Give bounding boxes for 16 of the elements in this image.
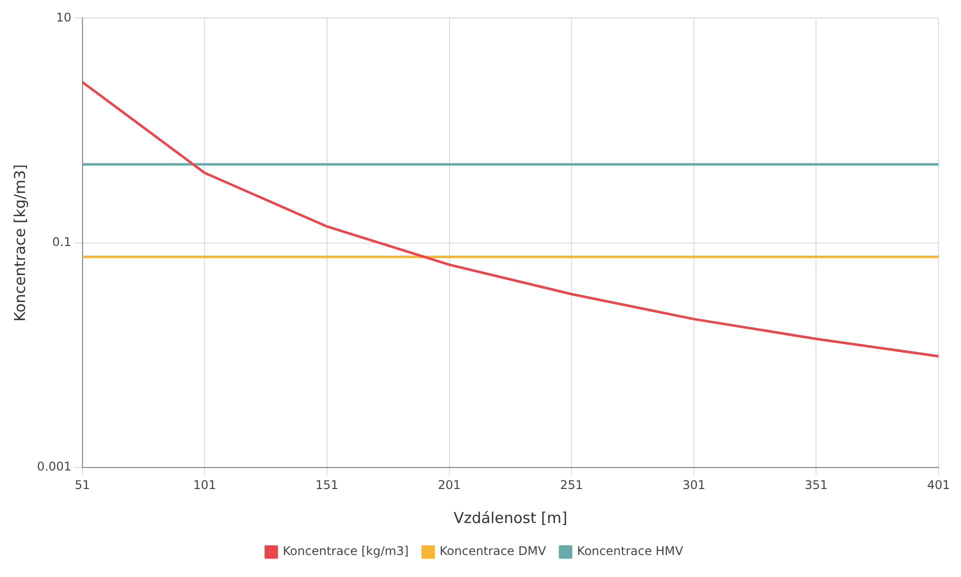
legend-label: Koncentrace [kg/m3]: [282, 544, 409, 558]
x-tick-label: 251: [560, 478, 584, 492]
y-tick-label: 0.001: [36, 460, 72, 474]
x-axis-title: Vzdálenost [m]: [454, 508, 568, 527]
y-tick-label: 0.1: [52, 235, 72, 250]
x-tick-label: 401: [927, 478, 950, 492]
y-axis-title: Koncentrace [kg/m3]: [10, 164, 29, 322]
x-tick-label: 151: [316, 478, 338, 492]
x-tick-label: 301: [682, 478, 706, 492]
x-tick-label: 351: [804, 478, 828, 492]
x-tick-label: 101: [193, 478, 216, 492]
legend-label: Koncentrace DMV: [440, 544, 547, 558]
x-tick-label: 201: [438, 478, 461, 492]
y-tick-label: 10: [56, 10, 72, 24]
x-tick-label: 51: [74, 478, 90, 492]
legend-label: Koncentrace HMV: [577, 544, 684, 558]
